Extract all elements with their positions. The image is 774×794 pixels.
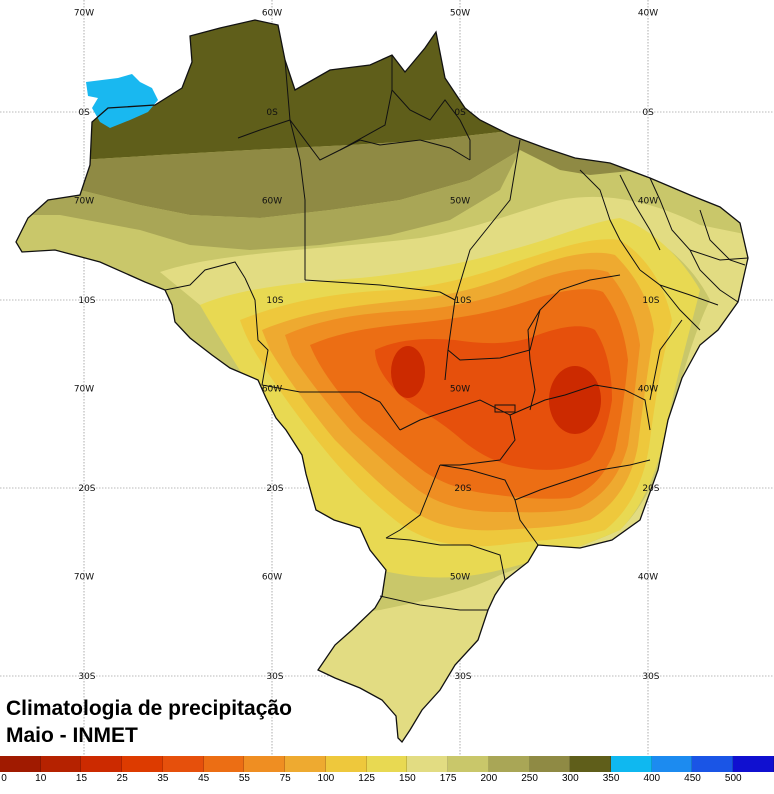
band-15-west [391, 346, 425, 398]
legend-tick-label: 500 [724, 773, 742, 784]
grid-label: 70W [74, 196, 94, 206]
legend-tick-label: 15 [75, 773, 88, 784]
legend-swatch [325, 756, 367, 772]
grid-labels: 70W 60W 50W 40W 0S 0S 0S 0S 70W 60W 50W 40W 10S 10S 10… [74, 8, 660, 682]
map-subtitle: Maio - INMET [6, 724, 138, 747]
grid-label: 40W [638, 8, 658, 18]
grid-label: 10S [642, 296, 659, 306]
grid-label: 40W [638, 196, 658, 206]
grid-label: 0S [642, 108, 654, 118]
legend-tick-label: 400 [643, 773, 661, 784]
legend-tick-label: 250 [521, 773, 538, 784]
band-200 [16, 150, 520, 250]
map-title: Climatologia de precipitação [6, 697, 292, 720]
legend-swatch [203, 756, 245, 772]
legend-tick-label: 175 [439, 773, 457, 784]
grid-label: 60W [262, 8, 282, 18]
grid-label: 50W [450, 572, 470, 582]
legend-swatch [285, 756, 326, 772]
grid-label: 60W [262, 196, 282, 206]
grid-label: 50W [450, 196, 470, 206]
legend-tick-label: 150 [399, 773, 416, 784]
grid-label: 10S [266, 296, 283, 306]
legend-tick-label: 10 [35, 773, 47, 784]
legend-tick-label: 55 [238, 773, 250, 784]
legend-swatch [611, 756, 652, 772]
legend-tick-label: 35 [157, 773, 169, 784]
legend-swatch [692, 756, 734, 772]
grid-label: 30S [78, 672, 95, 682]
state-borders [164, 55, 749, 611]
legend-swatch [529, 756, 571, 772]
color-legend [0, 756, 774, 772]
legend-tick-label: 200 [480, 773, 498, 784]
grid-label: 0S [454, 108, 466, 118]
legend-tick-label: 450 [684, 773, 701, 784]
legend-swatch [407, 756, 449, 772]
legend-tick-label: 100 [317, 773, 335, 784]
legend-tick-label: 25 [116, 773, 128, 784]
grid-label: 20S [642, 484, 659, 494]
grid-label: 70W [74, 572, 94, 582]
grid-label: 20S [78, 484, 95, 494]
legend-swatch [122, 756, 163, 772]
legend-swatch [81, 756, 123, 772]
legend-swatch [448, 756, 489, 772]
legend-swatch [733, 756, 774, 772]
legend-swatch [488, 756, 530, 772]
grid-label: 30S [642, 672, 659, 682]
grid-label: 0S [78, 108, 90, 118]
legend-swatch [651, 756, 693, 772]
grid-label: 70W [74, 8, 94, 18]
legend-tick-label: 45 [198, 773, 210, 784]
grid-label: 10S [454, 296, 471, 306]
grid-label: 0S [266, 108, 278, 118]
grid-label: 20S [454, 484, 471, 494]
grid-label: 70W [74, 384, 94, 394]
legend-tick-label: 300 [561, 773, 579, 784]
band-15-east [549, 366, 601, 434]
grid-label: 30S [266, 672, 283, 682]
grid-label: 10S [78, 296, 95, 306]
grid-label: 40W [638, 572, 658, 582]
grid-label: 40W [638, 384, 658, 394]
band-25 [375, 326, 612, 470]
grid-label: 60W [262, 572, 282, 582]
grid-label: 60W [262, 384, 282, 394]
legend-swatch [244, 756, 286, 772]
grid-label: 30S [454, 672, 471, 682]
legend-swatch [0, 756, 41, 772]
legend-swatch [570, 756, 612, 772]
legend-tick-labels: 0 10 15 25 35 45 55 75 100 125 150 175 200 250 300 350 4… [0, 773, 774, 789]
legend-swatch [366, 756, 408, 772]
grid-label: 50W [450, 384, 470, 394]
legend-swatch [162, 756, 204, 772]
legend-tick-label: 75 [279, 773, 291, 784]
legend-tick-label: 350 [602, 773, 620, 784]
band-350 [86, 74, 158, 128]
legend-tick-label: 0 [1, 773, 7, 784]
legend-swatch [40, 756, 82, 772]
legend-tick-label: 125 [358, 773, 375, 784]
grid-label: 50W [450, 8, 470, 18]
grid-label: 20S [266, 484, 283, 494]
